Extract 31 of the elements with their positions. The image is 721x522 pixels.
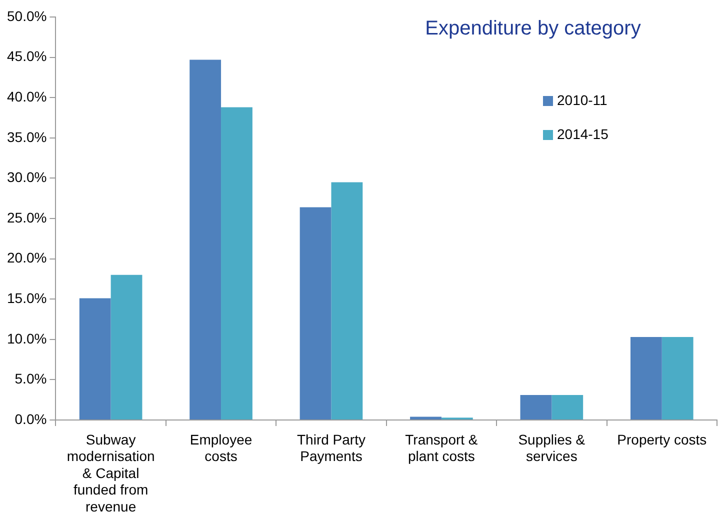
bar bbox=[410, 416, 442, 420]
y-tick-label: 35.0% bbox=[6, 128, 47, 145]
y-tick-label: 5.0% bbox=[14, 370, 47, 387]
bar bbox=[331, 182, 363, 420]
bar bbox=[552, 395, 584, 420]
bar bbox=[630, 336, 662, 420]
bar bbox=[300, 207, 332, 420]
x-tick-label: Transport & plant costs bbox=[405, 431, 478, 464]
x-tick-label: Third Party Payments bbox=[297, 431, 366, 464]
bar bbox=[79, 298, 111, 420]
bar bbox=[190, 60, 222, 420]
y-tick-label: 40.0% bbox=[6, 88, 47, 104]
chart-title: Expenditure by category bbox=[425, 18, 641, 40]
y-tick-label: 20.0% bbox=[6, 250, 47, 266]
x-tick-label: Property costs bbox=[617, 431, 707, 448]
x-tick-label: Subway modernisation & Capital funded from revenue bbox=[66, 431, 155, 514]
bar bbox=[221, 107, 252, 420]
y-tick-label: 30.0% bbox=[6, 169, 47, 186]
bar bbox=[110, 274, 142, 420]
y-tick-label: 50.0% bbox=[6, 8, 47, 24]
x-tick-label: Supplies & services bbox=[518, 431, 586, 464]
bar bbox=[520, 395, 552, 420]
x-tick-label: Employee costs bbox=[190, 431, 252, 464]
y-tick-label: 15.0% bbox=[6, 290, 47, 306]
y-tick-label: 0.0% bbox=[14, 410, 47, 427]
legend-label: 2014-15 bbox=[557, 126, 609, 142]
y-tick-label: 25.0% bbox=[6, 209, 47, 226]
y-tick-label: 45.0% bbox=[6, 48, 47, 64]
y-tick-label: 10.0% bbox=[6, 330, 47, 346]
bar bbox=[662, 336, 694, 420]
legend-label: 2010-11 bbox=[557, 92, 608, 108]
